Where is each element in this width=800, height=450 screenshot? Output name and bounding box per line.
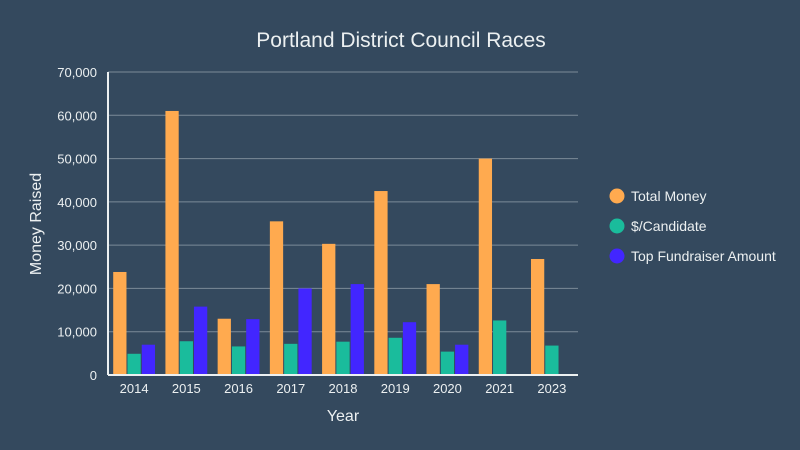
bar bbox=[141, 344, 156, 375]
bar bbox=[426, 284, 440, 375]
y-tick-label: 0 bbox=[90, 368, 97, 383]
bar bbox=[127, 353, 141, 375]
legend-label: Top Fundraiser Amount bbox=[631, 248, 776, 264]
y-axis-label: Money Raised bbox=[28, 173, 45, 275]
bar bbox=[440, 351, 455, 375]
legend: Total Money $/Candidate Top Fundraiser Amo… bbox=[609, 188, 776, 264]
bar bbox=[374, 191, 388, 375]
bar bbox=[193, 306, 208, 375]
legend-marker bbox=[609, 248, 625, 264]
x-tick-label: 2015 bbox=[172, 381, 201, 396]
bar bbox=[350, 284, 364, 375]
legend-marker bbox=[609, 218, 625, 234]
bar bbox=[269, 221, 284, 375]
gridlines bbox=[108, 71, 578, 333]
bar bbox=[298, 288, 312, 375]
bar bbox=[165, 110, 179, 375]
bar bbox=[179, 341, 193, 375]
bar bbox=[455, 344, 469, 375]
y-tick-label: 50,000 bbox=[57, 152, 97, 167]
legend-label: Total Money bbox=[631, 188, 706, 204]
x-tick-label: 2018 bbox=[329, 381, 358, 396]
bar bbox=[530, 258, 545, 375]
chart-title: Portland District Council Races bbox=[256, 29, 545, 52]
bar bbox=[388, 337, 402, 375]
bar bbox=[322, 243, 336, 375]
y-tick-label: 30,000 bbox=[57, 238, 97, 253]
y-tick-label: 70,000 bbox=[57, 65, 97, 80]
x-tick-label: 2019 bbox=[381, 381, 410, 396]
x-tick-label: 2017 bbox=[276, 381, 305, 396]
bar bbox=[113, 271, 127, 375]
bar bbox=[478, 158, 493, 375]
bar bbox=[246, 319, 260, 375]
bars bbox=[113, 110, 559, 375]
legend-label: $/Candidate bbox=[631, 218, 707, 234]
bar bbox=[402, 322, 417, 375]
y-axis-ticks: 0 10,000 20,000 30,000 40,000 50,000 60,000 70,… bbox=[57, 65, 97, 383]
bar bbox=[545, 345, 559, 375]
legend-marker bbox=[609, 188, 625, 204]
x-axis-label: Year bbox=[327, 408, 360, 425]
bar bbox=[336, 341, 350, 375]
bar bbox=[231, 346, 246, 375]
x-tick-label: 2020 bbox=[433, 381, 462, 396]
y-tick-label: 60,000 bbox=[57, 108, 97, 123]
x-axis-ticks: 2014 2015 2016 2017 2018 2019 2020 2021 2023 bbox=[120, 381, 567, 396]
y-tick-label: 10,000 bbox=[57, 325, 97, 340]
bar bbox=[493, 320, 507, 375]
y-tick-label: 40,000 bbox=[57, 195, 97, 210]
bar bbox=[284, 343, 298, 375]
y-tick-label: 20,000 bbox=[57, 281, 97, 296]
x-tick-label: 2023 bbox=[537, 381, 566, 396]
x-tick-label: 2016 bbox=[224, 381, 253, 396]
x-tick-label: 2021 bbox=[485, 381, 514, 396]
x-tick-label: 2014 bbox=[120, 381, 149, 396]
bar bbox=[217, 318, 231, 375]
